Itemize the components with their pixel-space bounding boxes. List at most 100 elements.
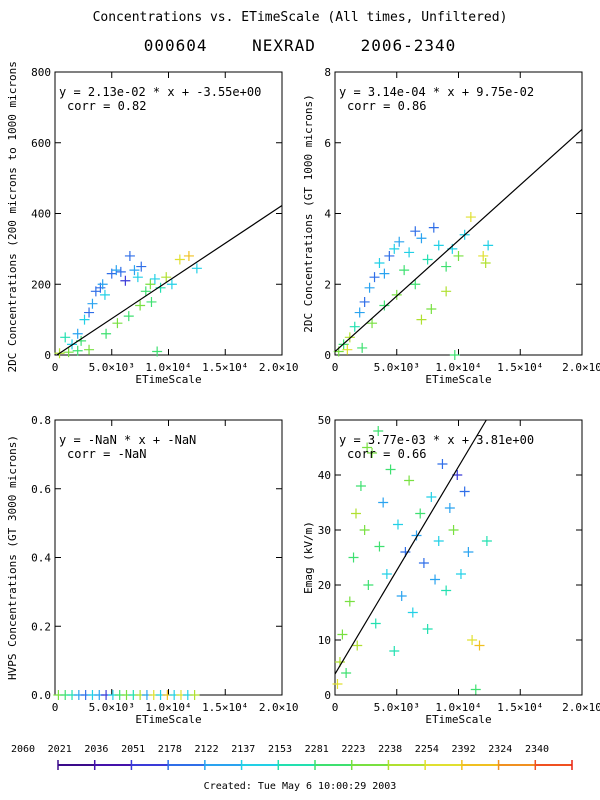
data-point xyxy=(399,265,410,276)
y-tick-label: 2 xyxy=(324,278,331,291)
plot-frame xyxy=(334,419,583,696)
correlation-value: corr = 0.86 xyxy=(347,99,426,113)
data-point xyxy=(369,272,380,283)
data-point xyxy=(428,222,439,233)
data-point xyxy=(344,596,355,607)
y-tick-label: 0.2 xyxy=(31,620,51,633)
x-tick-label: 5.0×10³ xyxy=(374,701,420,714)
data-point xyxy=(391,289,402,300)
y-tick-label: 8 xyxy=(324,66,331,79)
data-point xyxy=(174,254,185,265)
data-point xyxy=(453,250,464,261)
y-axis-label: Emag (kV/m) xyxy=(302,521,315,594)
data-point xyxy=(149,273,160,284)
data-point xyxy=(367,318,378,329)
fit-equation: y = 2.13e-02 * x + -3.55e+00 xyxy=(59,85,261,99)
x-tick-label: 2.0×10⁴ xyxy=(259,701,300,714)
y-tick-label: 0.4 xyxy=(31,552,51,565)
data-point xyxy=(120,275,131,286)
colorbar-label: 2340 xyxy=(525,744,549,755)
data-point xyxy=(394,236,405,247)
data-point xyxy=(115,266,126,277)
data-point xyxy=(418,558,429,568)
x-axis-label: ETimeScale xyxy=(135,713,201,726)
fit-equation: y = 3.77e-03 * x + 3.81e+00 xyxy=(339,433,534,447)
data-point xyxy=(72,328,83,339)
y-tick-label: 200 xyxy=(31,278,51,291)
data-point xyxy=(84,307,95,318)
data-point xyxy=(166,279,177,290)
data-point xyxy=(448,525,459,535)
y-axis-label: 2DC Concentrations (200 microns to 1000 … xyxy=(6,60,19,372)
colorbar-label: 2036 xyxy=(84,744,108,755)
data-point xyxy=(441,261,452,272)
colorbar-label: 2060 xyxy=(11,744,35,755)
y-axis-label: 2DC Concentrations (GT 1000 microns) xyxy=(302,94,315,332)
x-tick-label: 1.0×10⁴ xyxy=(435,361,481,374)
data-point xyxy=(444,503,455,513)
data-point xyxy=(359,296,370,307)
colorbar-label: 2238 xyxy=(378,744,402,755)
plot-frame xyxy=(334,71,583,356)
data-point xyxy=(123,311,134,322)
data-point xyxy=(441,585,452,596)
correlation-value: corr = 0.82 xyxy=(67,99,146,113)
y-tick-label: 0.6 xyxy=(31,483,51,496)
fit-line xyxy=(56,205,283,356)
data-point xyxy=(111,265,122,276)
data-point xyxy=(63,347,74,358)
data-point xyxy=(410,226,421,237)
data-point xyxy=(349,321,360,332)
data-point xyxy=(84,344,95,355)
data-point xyxy=(410,279,421,290)
data-point xyxy=(396,591,407,601)
data-point xyxy=(455,569,466,579)
data-point xyxy=(97,279,108,290)
data-point xyxy=(348,552,359,563)
x-tick-label: 1.0×10⁴ xyxy=(145,701,191,714)
data-point xyxy=(99,289,110,300)
fit-line xyxy=(334,128,583,352)
data-point xyxy=(140,286,151,297)
y-tick-label: 6 xyxy=(324,137,331,150)
colorbar-label: 2153 xyxy=(268,744,292,755)
data-point xyxy=(79,314,90,325)
data-point xyxy=(363,580,374,590)
data-point xyxy=(135,300,146,311)
x-tick-label: 0 xyxy=(332,361,339,374)
y-tick-label: 800 xyxy=(31,66,51,79)
data-point xyxy=(385,464,396,475)
data-point xyxy=(379,268,390,279)
data-point xyxy=(465,212,476,223)
colorbar-label: 2281 xyxy=(305,744,329,755)
colorbar-label: 2324 xyxy=(488,744,512,755)
data-point xyxy=(407,607,418,618)
data-point xyxy=(373,426,384,436)
x-tick-label: 2.0×10 xyxy=(562,701,600,714)
data-point xyxy=(463,547,474,557)
colorbar-label: 2051 xyxy=(121,744,145,755)
data-point xyxy=(146,296,157,307)
correlation-value: corr = 0.66 xyxy=(347,447,426,461)
data-point xyxy=(72,345,83,356)
data-point xyxy=(379,300,390,311)
data-point xyxy=(384,250,395,261)
data-point xyxy=(112,318,123,329)
data-point xyxy=(426,304,437,315)
data-point xyxy=(404,247,415,258)
x-axis-label: ETimeScale xyxy=(425,373,491,386)
y-tick-label: 0 xyxy=(44,349,51,362)
data-point xyxy=(416,233,427,244)
chart-title: Concentrations vs. ETimeScale (All times… xyxy=(92,10,508,25)
data-point xyxy=(189,690,200,700)
y-tick-label: 0 xyxy=(324,689,331,702)
y-tick-label: 50 xyxy=(318,414,331,427)
x-tick-label: 5.0×10³ xyxy=(374,361,420,374)
x-tick-label: 5.0×10³ xyxy=(89,701,135,714)
data-point xyxy=(183,250,194,261)
data-point xyxy=(337,629,348,640)
data-point xyxy=(367,448,378,458)
data-point xyxy=(426,492,437,502)
data-point xyxy=(433,536,444,546)
y-axis-label: HVPS Concentrations (GT 3000 microns) xyxy=(6,435,19,680)
